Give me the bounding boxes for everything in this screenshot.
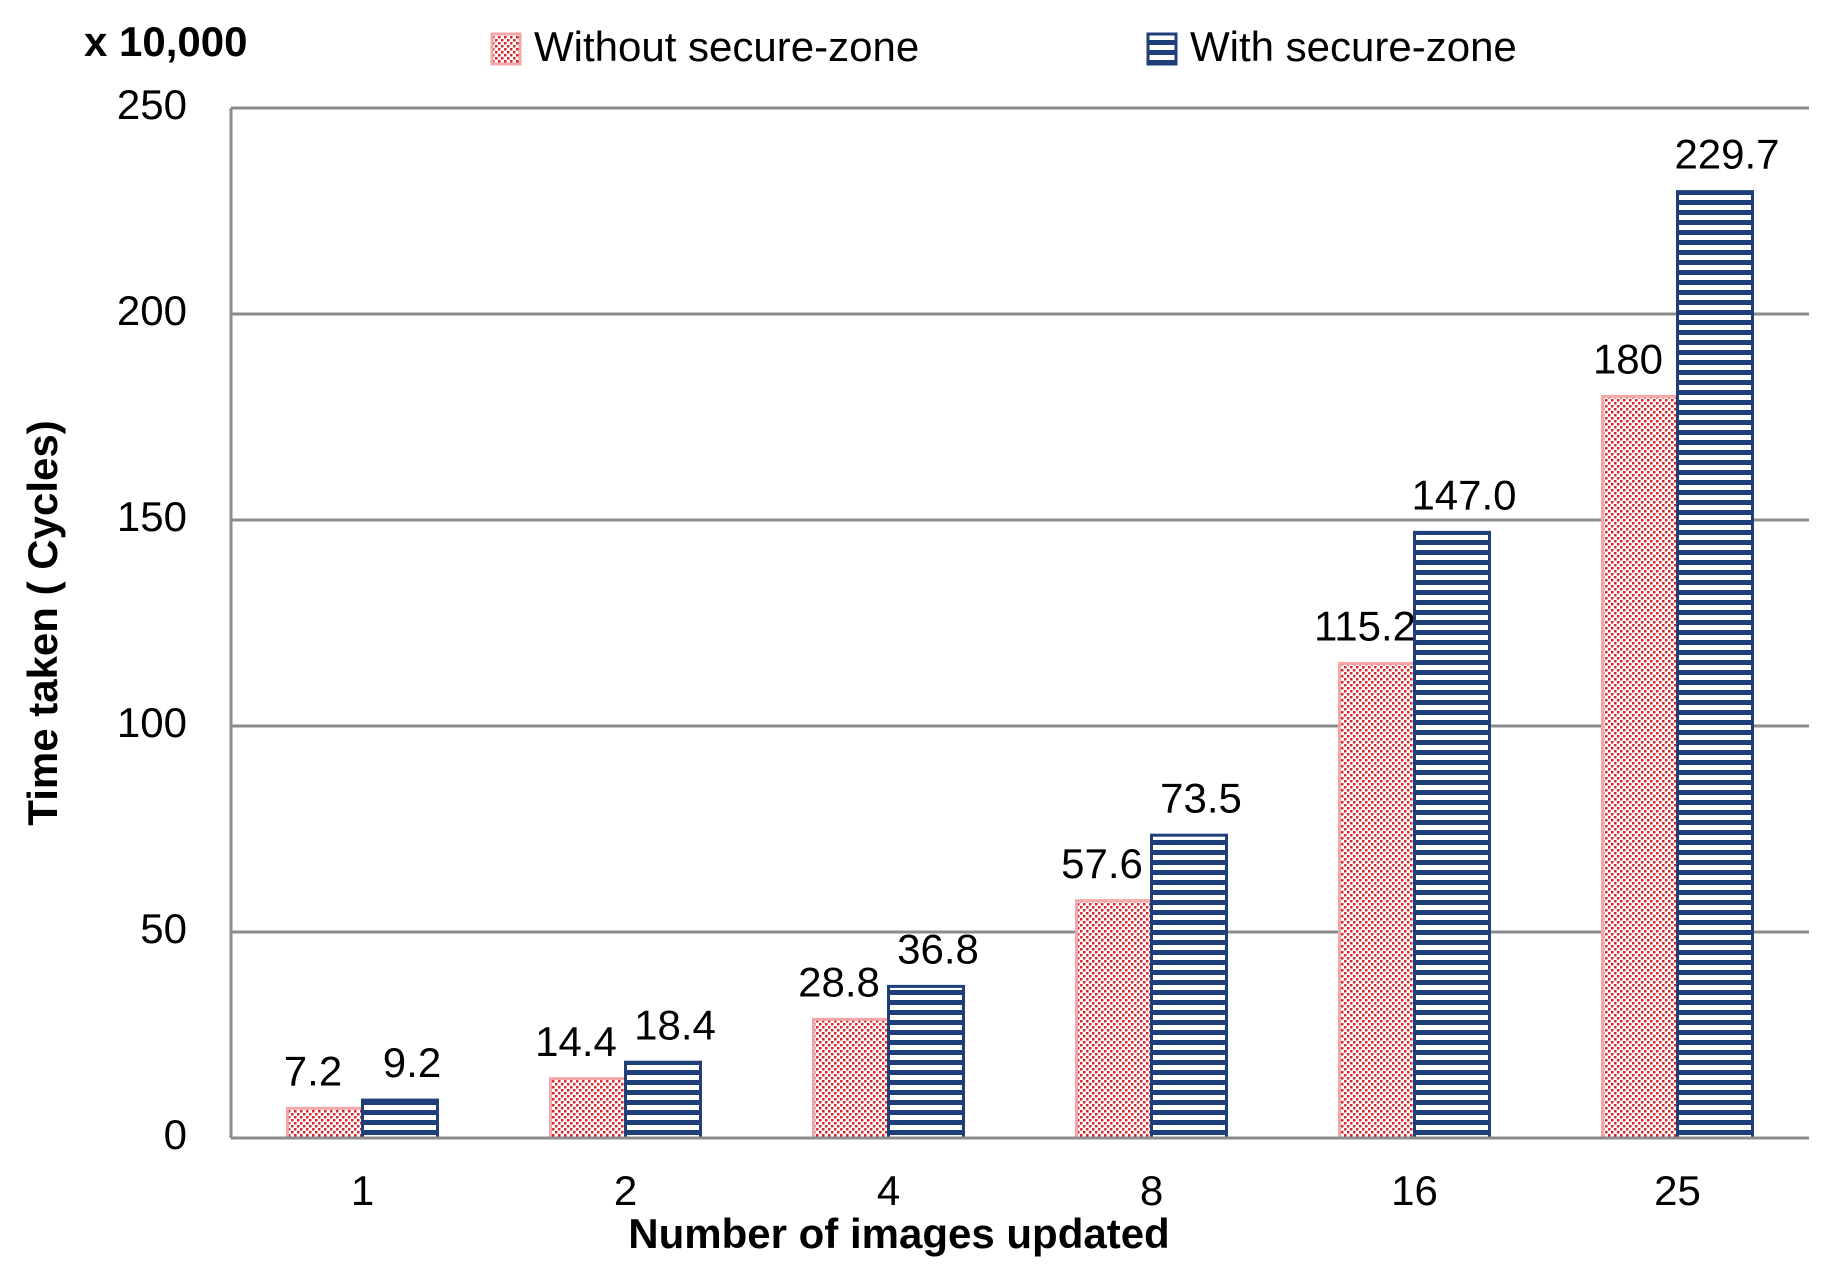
legend-swatch [490,32,522,66]
data-label: 180 [1593,335,1663,382]
legend-label: Without secure-zone [534,23,919,70]
x-axis-title: Number of images updated [628,1210,1169,1257]
data-label: 14.4 [535,1018,617,1065]
x-tick-label: 16 [1391,1167,1438,1214]
bar [887,984,965,1140]
data-label: 9.2 [383,1039,441,1086]
data-label: 28.8 [798,958,880,1005]
data-label: 57.6 [1061,840,1143,887]
bar [1676,190,1754,1140]
x-tick-label: 4 [877,1167,900,1214]
bar [624,1060,702,1140]
data-label: 115.2 [1314,602,1416,649]
bar [286,1106,364,1140]
data-label: 147.0 [1411,471,1516,518]
legend-swatch [1146,32,1178,66]
x-tick-label: 2 [614,1167,637,1214]
data-label: 7.2 [284,1047,342,1094]
bar [1601,394,1679,1140]
data-label: 73.5 [1160,774,1242,821]
y-tick-label: 200 [117,287,187,334]
x-tick-label: 8 [1140,1167,1163,1214]
bar [1338,661,1416,1140]
bar [1075,899,1153,1140]
y-tick-label: 100 [117,699,187,746]
bar [361,1098,439,1140]
x-tick-label: 1 [351,1167,374,1214]
y-tick-label: 0 [164,1111,187,1158]
bar [1413,530,1491,1140]
bar [812,1017,890,1140]
y-tick-label: 250 [117,81,187,128]
legend-label: With secure-zone [1190,23,1517,70]
bar [549,1077,627,1140]
x-tick-label: 25 [1654,1167,1701,1214]
y-tick-label: 50 [140,905,187,952]
y-tick-label: 150 [117,493,187,540]
data-label: 229.7 [1674,131,1779,178]
bar [1150,833,1228,1140]
unit-label: x 10,000 [84,18,248,65]
data-label: 18.4 [634,1001,716,1048]
data-label: 36.8 [897,925,979,972]
y-axis-title: Time taken ( Cycles) [19,420,66,825]
